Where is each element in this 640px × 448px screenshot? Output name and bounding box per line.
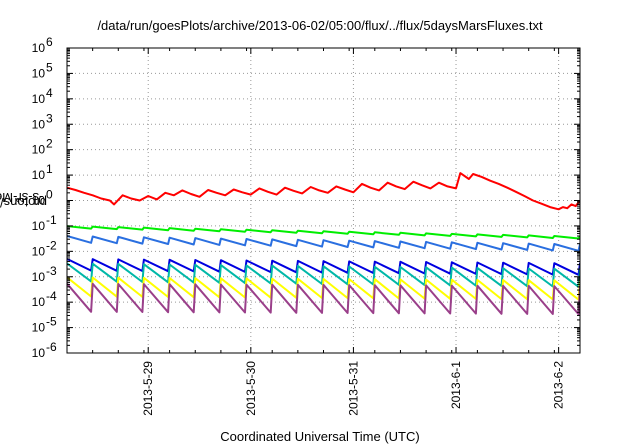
y-tick-label: 10 bbox=[32, 270, 46, 284]
y-tick-exponent: -1 bbox=[46, 213, 57, 227]
series-line-1 bbox=[67, 172, 580, 211]
y-tick-label: 10 bbox=[32, 92, 46, 106]
y-tick-exponent: 2 bbox=[46, 137, 53, 151]
x-tick-label: 2013-5-29 bbox=[141, 361, 155, 416]
y-tick-label: 10 bbox=[32, 321, 46, 335]
y-tick-exponent: 4 bbox=[46, 86, 53, 100]
y-tick-exponent: -6 bbox=[46, 340, 57, 354]
y-tick-exponent: -5 bbox=[46, 315, 57, 329]
y-tick-label: 10 bbox=[32, 244, 46, 258]
x-tick-label: 2013-5-31 bbox=[346, 361, 360, 416]
chart-title: /data/run/goesPlots/archive/2013-06-02/0… bbox=[97, 18, 543, 33]
x-tick-label: 2013-6-2 bbox=[552, 361, 566, 409]
y-tick-label: 10 bbox=[32, 194, 46, 208]
y-tick-label: 10 bbox=[32, 143, 46, 157]
y-tick-exponent: 6 bbox=[46, 35, 53, 49]
x-tick-label: 2013-6-1 bbox=[449, 361, 463, 409]
y-tick-exponent: 3 bbox=[46, 111, 53, 125]
y-tick-exponent: 0 bbox=[46, 188, 53, 202]
x-axis-label: Coordinated Universal Time (UTC) bbox=[220, 429, 420, 444]
x-tick-label: 2013-5-30 bbox=[244, 361, 258, 416]
y-tick-exponent: -2 bbox=[46, 238, 57, 252]
y-tick-label: 10 bbox=[32, 168, 46, 182]
y-tick-label: 10 bbox=[32, 346, 46, 360]
y-axis-label-suffix: -s-sr-MeV bbox=[0, 189, 44, 205]
series-lines bbox=[67, 172, 580, 316]
y-tick-exponent: -4 bbox=[46, 289, 57, 303]
y-tick-exponent: 1 bbox=[46, 162, 53, 176]
y-tick-label: 10 bbox=[32, 41, 46, 55]
series-line-6 bbox=[67, 276, 580, 301]
y-tick-label: 10 bbox=[32, 117, 46, 131]
y-tick-label: 10 bbox=[32, 295, 46, 309]
grid-lines bbox=[67, 48, 580, 353]
x-ticks: 2013-5-29 2013-5-30 2013-5-31 2013-6-1 2013-… bbox=[66, 48, 581, 416]
y-tick-label: 10 bbox=[32, 66, 46, 80]
series-line-5 bbox=[67, 262, 580, 288]
series-line-4 bbox=[67, 258, 580, 276]
series-line-3 bbox=[67, 235, 580, 252]
series-line-7 bbox=[67, 282, 580, 316]
y-tick-exponent: -3 bbox=[46, 264, 57, 278]
y-tick-label: 10 bbox=[32, 219, 46, 233]
series-line-2 bbox=[67, 225, 580, 240]
y-tick-exponent: 5 bbox=[46, 60, 53, 74]
